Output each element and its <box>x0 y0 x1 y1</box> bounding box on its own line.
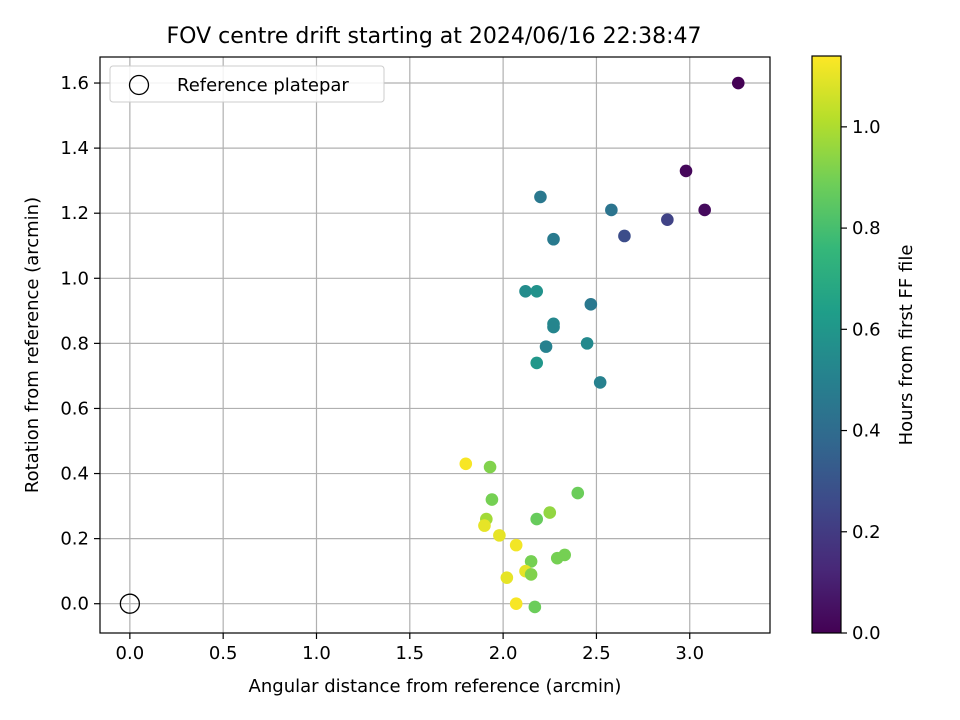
data-point <box>698 203 711 217</box>
colorbar-tick-label: 0.8 <box>852 218 881 239</box>
data-point <box>547 320 560 334</box>
legend-box <box>109 65 385 103</box>
colorbar: 0.0 0.2 0.4 0.6 0.8 1.0 Hours from first FF f… <box>811 55 917 644</box>
data-point <box>593 376 607 389</box>
y-tick-label: 1.4 <box>60 138 89 159</box>
reference-platepar-marker <box>119 593 141 614</box>
colorbar-tick-label: 0.6 <box>852 319 881 340</box>
chart-title: FOV centre drift starting at 2024/06/16 … <box>167 24 702 49</box>
data-point <box>524 568 538 581</box>
y-tick-label: 0.0 <box>60 594 89 615</box>
plot-frame <box>99 56 771 634</box>
y-axis-ticks: 0.0 0.2 0.4 0.6 0.8 1.0 1.2 1.4 1.6 <box>60 73 100 615</box>
reference-marker-group <box>119 593 141 614</box>
colorbar-label: Hours from first FF file <box>896 245 917 446</box>
colorbar-ticks: 0.0 0.2 0.4 0.6 0.8 1.0 <box>841 117 881 644</box>
data-point <box>543 506 557 519</box>
data-point <box>661 213 674 227</box>
data-point <box>534 190 547 204</box>
data-points <box>459 76 745 614</box>
y-tick-label: 0.8 <box>60 333 89 354</box>
colorbar-tick-label: 0.4 <box>852 421 881 442</box>
y-tick-label: 1.6 <box>60 73 89 94</box>
data-point <box>519 285 532 298</box>
data-point <box>580 337 594 350</box>
data-point <box>493 529 506 542</box>
x-tick-label: 3.0 <box>675 643 704 664</box>
data-point <box>509 538 523 552</box>
x-tick-label: 2.5 <box>582 643 611 664</box>
colorbar-tick-label: 0.0 <box>852 623 881 644</box>
data-point <box>618 229 631 243</box>
y-tick-label: 0.4 <box>60 464 89 485</box>
data-point <box>539 340 553 353</box>
legend: Reference platepar <box>109 65 385 103</box>
data-point <box>478 519 491 532</box>
data-point <box>547 232 560 246</box>
data-point <box>500 571 514 584</box>
legend-label-reference: Reference platepar <box>177 75 349 96</box>
data-point <box>524 555 538 568</box>
x-tick-label: 0.5 <box>209 643 238 664</box>
x-axis-label: Angular distance from reference (arcmin) <box>249 676 622 697</box>
data-point <box>528 600 542 614</box>
data-point <box>509 597 523 611</box>
y-axis-label: Rotation from reference (arcmin) <box>22 197 43 493</box>
data-point <box>530 512 544 526</box>
data-point <box>530 285 544 298</box>
data-point <box>679 164 693 178</box>
data-point <box>605 203 618 217</box>
data-point <box>483 460 497 474</box>
colorbar-gradient <box>811 55 842 634</box>
x-tick-label: 2.0 <box>489 643 518 664</box>
y-tick-label: 1.2 <box>60 203 89 224</box>
legend-reference-marker <box>128 74 150 96</box>
data-point <box>584 298 598 311</box>
x-tick-label: 1.0 <box>302 643 331 664</box>
colorbar-tick-label: 1.0 <box>852 117 881 138</box>
y-tick-label: 0.2 <box>60 529 89 550</box>
x-axis-ticks: 0.0 0.5 1.0 1.5 2.0 2.5 3.0 <box>116 633 704 664</box>
data-point <box>571 486 585 500</box>
x-tick-label: 0.0 <box>116 643 145 664</box>
data-point <box>459 457 473 471</box>
data-point <box>530 356 544 370</box>
y-tick-label: 1.0 <box>60 268 89 289</box>
colorbar-tick-label: 0.2 <box>852 522 881 543</box>
data-point <box>731 76 745 90</box>
data-point <box>485 493 499 506</box>
data-point <box>550 551 564 565</box>
y-tick-label: 0.6 <box>60 398 89 419</box>
x-tick-label: 1.5 <box>395 643 424 664</box>
grid-lines <box>100 57 770 633</box>
